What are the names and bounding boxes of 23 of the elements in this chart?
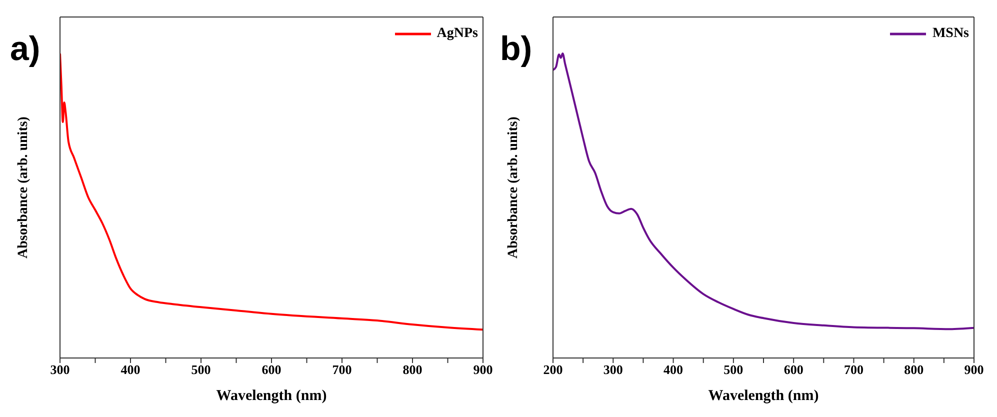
x-tick-label: 300: [50, 362, 70, 378]
x-tick-label: 600: [262, 362, 282, 378]
legend-label: AgNPs: [436, 26, 478, 42]
x-tick-label: 400: [120, 362, 140, 378]
x-axis-title: Wavelength (nm): [708, 388, 819, 404]
x-tick-label: 500: [191, 362, 211, 378]
x-tick-label: 600: [784, 362, 804, 378]
x-tick-label: 700: [332, 362, 352, 378]
text: b): [500, 30, 532, 69]
legend-label: MSNs: [932, 26, 969, 42]
y-axis-title: Absorbance (arb. units): [16, 116, 31, 258]
y-axis-title: Absorbance (arb. units): [506, 116, 521, 258]
x-tick-label: 200: [543, 362, 563, 378]
x-tick-label: 500: [724, 362, 744, 378]
x-tick-label: 700: [844, 362, 864, 378]
x-tick-label: 900: [964, 362, 984, 378]
x-tick-label: 900: [473, 362, 493, 378]
x-tick-label: 800: [402, 362, 422, 378]
x-tick-label: 400: [664, 362, 684, 378]
x-tick-label: 300: [603, 362, 623, 378]
x-tick-label: 800: [904, 362, 924, 378]
x-axis-title: Wavelength (nm): [216, 388, 327, 404]
text: a): [10, 30, 40, 69]
